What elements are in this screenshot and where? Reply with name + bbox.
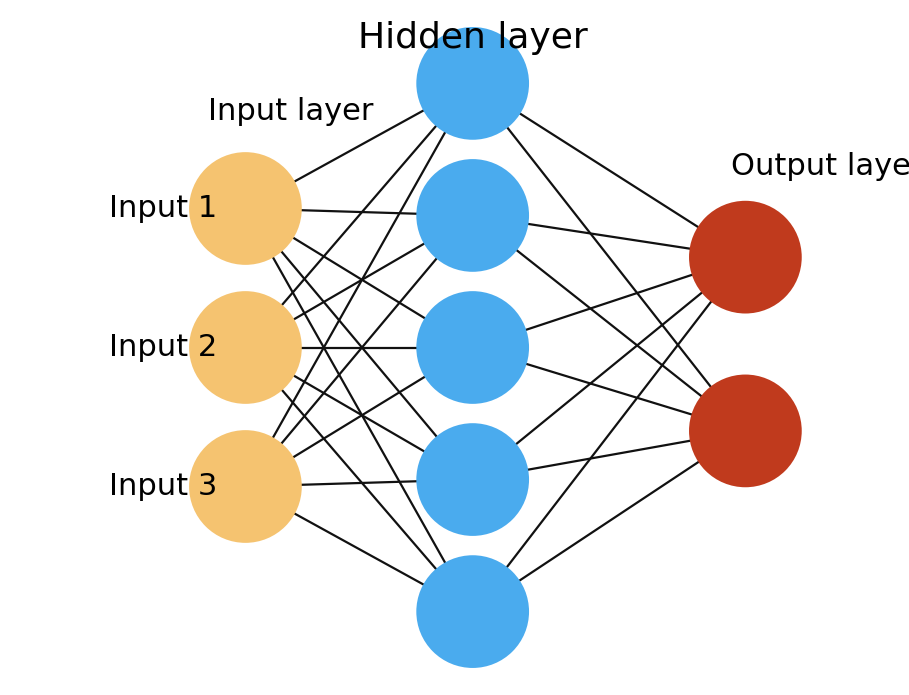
Ellipse shape — [689, 375, 802, 487]
Ellipse shape — [416, 27, 529, 140]
Ellipse shape — [416, 291, 529, 404]
Ellipse shape — [416, 555, 529, 668]
Text: Input 3: Input 3 — [109, 472, 217, 501]
Ellipse shape — [689, 201, 802, 313]
Text: Hidden layer: Hidden layer — [358, 21, 587, 55]
Text: Input layer: Input layer — [208, 97, 374, 126]
Ellipse shape — [189, 430, 302, 543]
Text: Output layer: Output layer — [731, 152, 909, 181]
Ellipse shape — [416, 159, 529, 272]
Ellipse shape — [189, 152, 302, 265]
Ellipse shape — [189, 291, 302, 404]
Ellipse shape — [416, 423, 529, 536]
Text: Input 2: Input 2 — [109, 333, 217, 362]
Text: Input 1: Input 1 — [109, 194, 217, 223]
